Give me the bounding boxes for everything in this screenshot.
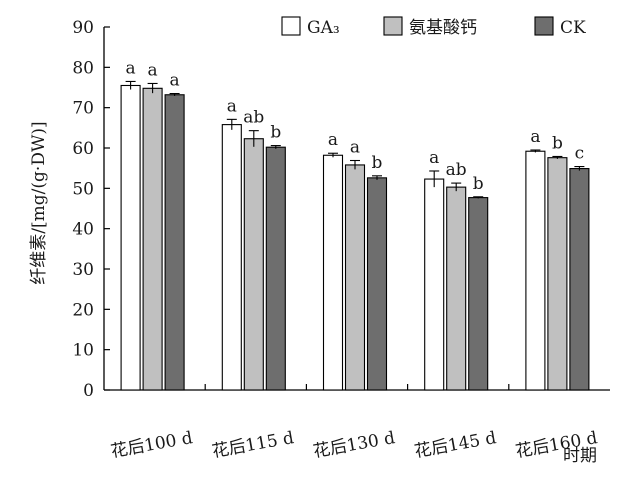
bar bbox=[366, 177, 388, 391]
significance-label: b bbox=[372, 153, 383, 173]
bar bbox=[120, 84, 141, 391]
legend-item: CK bbox=[534, 16, 586, 38]
y-tick-label: 80 bbox=[72, 58, 94, 78]
legend-swatch bbox=[534, 16, 554, 36]
legend-swatch bbox=[281, 16, 301, 36]
category-label: 花后130 d bbox=[312, 428, 397, 462]
x-axis-title: 时期 bbox=[563, 446, 597, 466]
y-tick-label: 60 bbox=[72, 139, 94, 159]
legend: GA₃ 氨基酸钙 CK bbox=[281, 16, 586, 38]
bar bbox=[142, 87, 163, 391]
legend-swatch bbox=[383, 16, 403, 36]
bar bbox=[243, 138, 264, 391]
y-tick-label: 40 bbox=[72, 220, 94, 240]
significance-label: a bbox=[170, 71, 180, 91]
bar bbox=[344, 164, 366, 391]
significance-label: a bbox=[429, 148, 439, 168]
y-tick-label: 0 bbox=[83, 381, 94, 401]
significance-label: a bbox=[148, 60, 158, 80]
bar bbox=[525, 150, 546, 391]
bar-group: a ab bbox=[322, 130, 388, 391]
y-tick-label: 10 bbox=[72, 341, 94, 361]
bar bbox=[424, 178, 445, 391]
bar bbox=[547, 157, 568, 391]
bar bbox=[446, 186, 467, 391]
y-tick-label: 90 bbox=[72, 18, 94, 38]
y-tick-label: 30 bbox=[72, 260, 94, 280]
y-ticks: 0 10 20 30 40 50 60 70 80 90 bbox=[72, 18, 110, 401]
bar bbox=[468, 197, 489, 391]
legend-item: 氨基酸钙 bbox=[383, 16, 477, 38]
bar bbox=[221, 124, 242, 391]
significance-label: ab bbox=[446, 160, 467, 180]
y-tick-label: 50 bbox=[72, 179, 94, 199]
significance-label: a bbox=[126, 58, 136, 78]
significance-label: b bbox=[270, 123, 281, 143]
y-axis-title: 纤维素/[mg/(g·DW)] bbox=[29, 121, 49, 284]
legend-item: GA₃ bbox=[281, 16, 340, 38]
x-ticks bbox=[204, 384, 510, 390]
legend-label: GA₃ bbox=[307, 18, 340, 38]
legend-label: 氨基酸钙 bbox=[409, 18, 477, 38]
category-label: 花后100 d bbox=[109, 428, 194, 462]
significance-label: a bbox=[328, 130, 338, 150]
category-labels: 花后100 d 花后115 d 花后130 d 花后145 d 花后160 d bbox=[109, 428, 599, 462]
significance-label: b bbox=[473, 174, 484, 194]
significance-label: a bbox=[227, 96, 237, 116]
significance-label: ab bbox=[243, 108, 264, 128]
category-label: 花后115 d bbox=[210, 428, 295, 462]
axes: 0 10 20 30 40 50 60 70 80 90 bbox=[72, 18, 610, 401]
bar bbox=[265, 146, 286, 391]
category-label: 花后145 d bbox=[413, 428, 498, 462]
y-tick-label: 70 bbox=[72, 99, 94, 119]
y-tick-label: 20 bbox=[72, 300, 94, 320]
significance-label: a bbox=[530, 127, 540, 147]
bar bbox=[322, 154, 344, 391]
bar bbox=[164, 94, 185, 391]
bar bbox=[569, 168, 590, 391]
significance-label: b bbox=[552, 133, 563, 153]
significance-label: c bbox=[575, 144, 585, 164]
bar-group: a aa bbox=[120, 58, 185, 391]
legend-label: CK bbox=[560, 18, 586, 38]
significance-label: a bbox=[350, 138, 360, 158]
bar-group: a bc bbox=[525, 127, 590, 391]
